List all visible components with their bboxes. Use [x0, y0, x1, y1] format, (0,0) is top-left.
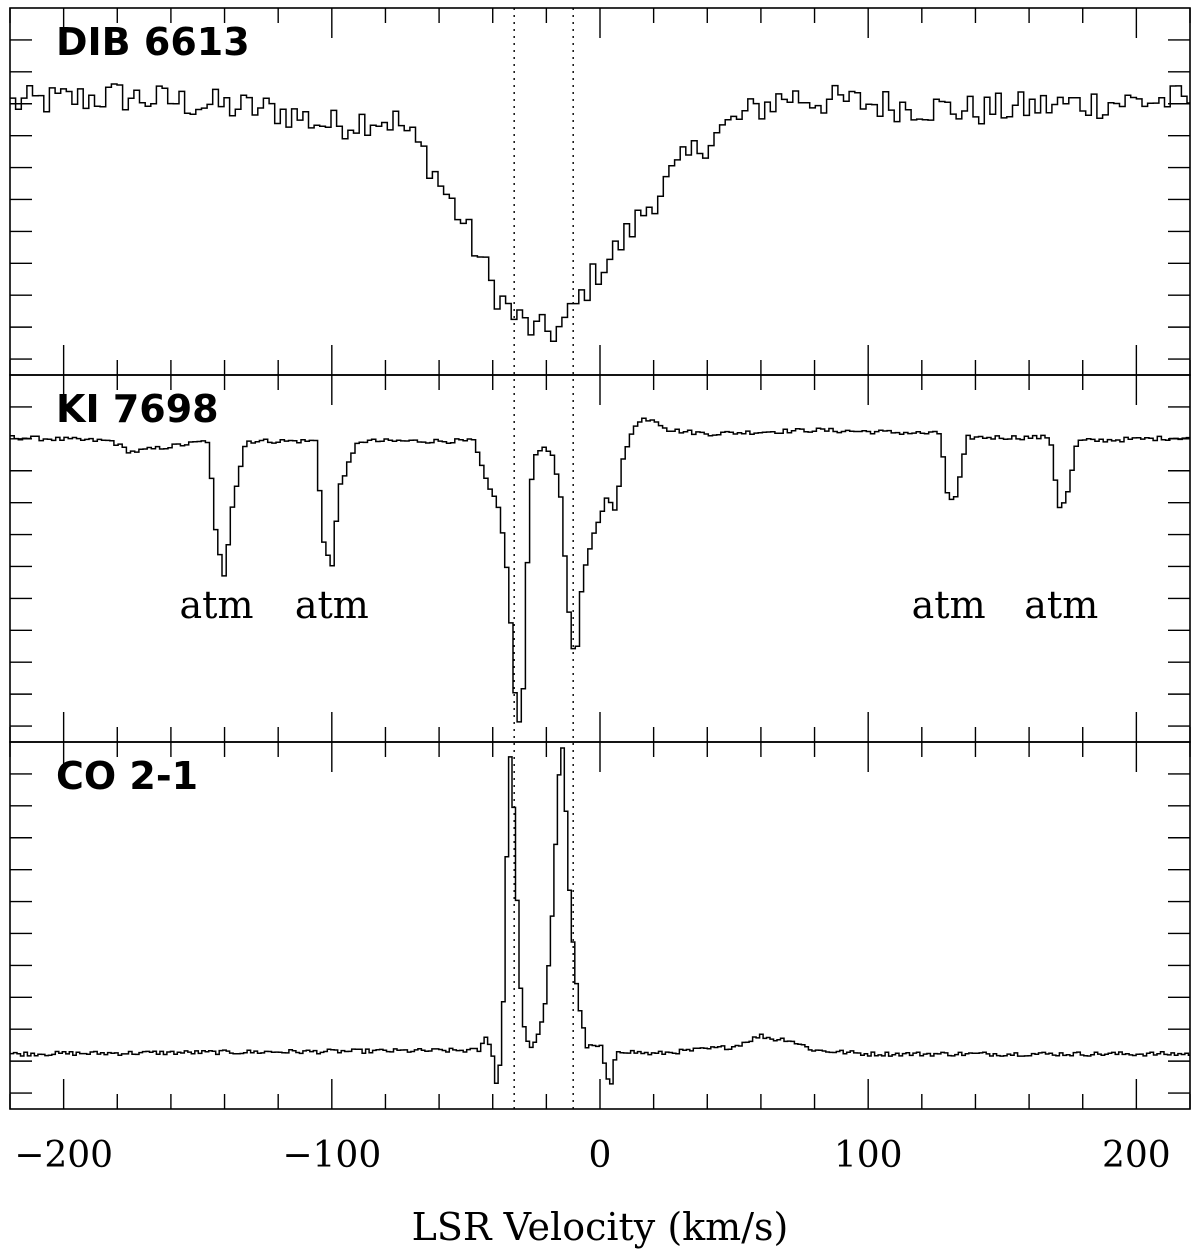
annotation-label: atm [1024, 583, 1098, 627]
x-tick-label: −200 [14, 1135, 113, 1176]
panel-label: CO 2-1 [56, 754, 198, 798]
annotation-label: atm [295, 583, 369, 627]
annotation-label: atm [180, 583, 254, 627]
x-tick-label: 0 [589, 1135, 612, 1176]
x-tick-label: −100 [282, 1135, 381, 1176]
x-tick-label: 200 [1102, 1135, 1171, 1176]
spectrum-line-dib-6613 [10, 83, 1190, 342]
annotation-label: atm [912, 583, 986, 627]
spectrum-line-co-2-1 [10, 747, 1190, 1085]
panel-label: DIB 6613 [56, 20, 250, 64]
spectrum-line-ki-7698 [10, 417, 1190, 723]
panel-label: KI 7698 [56, 387, 219, 431]
x-axis-title: LSR Velocity (km/s) [412, 1205, 789, 1249]
x-tick-label: 100 [834, 1135, 903, 1176]
